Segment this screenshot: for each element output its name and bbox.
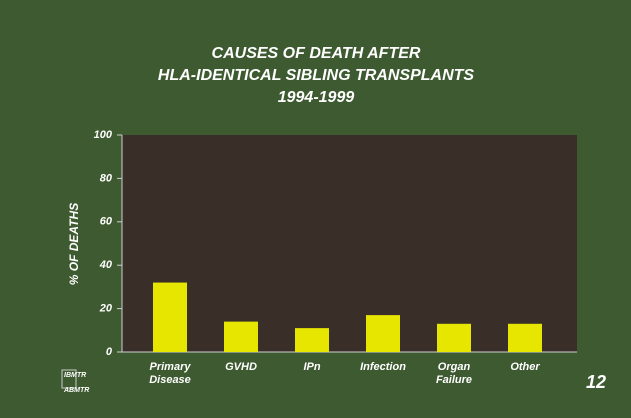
x-tick-label: GVHD [225,361,257,373]
x-tick-label: Failure [436,374,472,386]
x-tick-label: Infection [360,361,406,373]
title-line: CAUSES OF DEATH AFTER [212,45,421,62]
logo: IBMTR ABMTR [61,369,89,394]
x-tick-label: Organ [438,361,471,373]
logo-box [61,369,77,389]
y-tick-label: 60 [100,216,113,228]
y-tick-label: 80 [100,172,113,184]
x-tick-label: IPn [303,361,320,373]
bar [508,323,542,352]
logo-text: IBMTR [64,372,86,379]
x-tick-label: Primary [150,361,192,373]
y-tick-label: 100 [94,129,113,141]
y-axis-label: % OF DEATHS [67,203,81,285]
bar [437,323,471,352]
page-number: 12 [586,372,606,392]
y-tick-label: 0 [106,346,113,358]
x-tick-label: Other [510,361,540,373]
title-line: 1994-1999 [278,89,355,106]
bar [366,315,400,352]
y-tick-label: 20 [99,303,113,315]
plot-area [122,135,577,352]
logo-text: ABMTR [63,387,89,394]
title-line: HLA-IDENTICAL SIBLING TRANSPLANTS [158,67,474,84]
bar [295,328,329,352]
x-tick-label: Disease [149,374,191,386]
bar [224,321,258,352]
bar [153,282,187,352]
y-tick-label: 40 [99,259,113,271]
